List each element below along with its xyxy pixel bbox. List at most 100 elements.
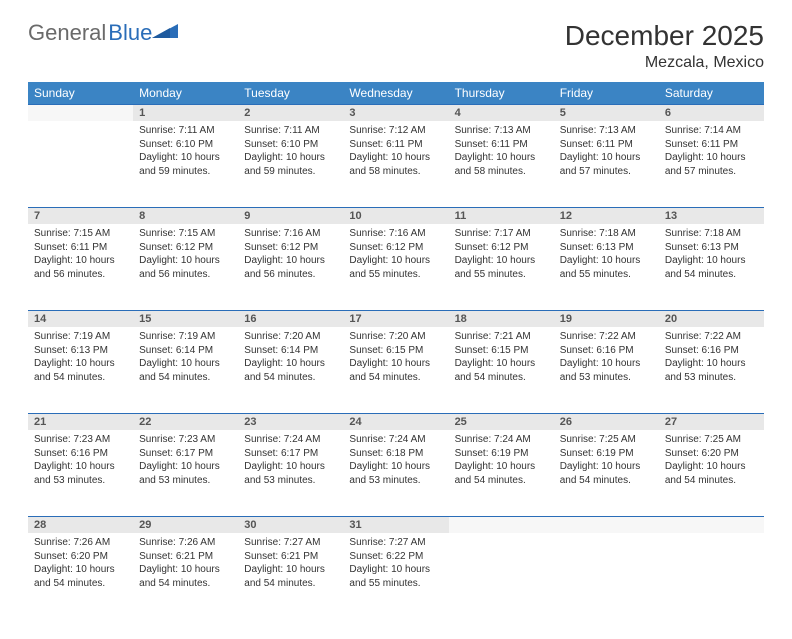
daynum-cell	[659, 516, 764, 533]
daynum-cell: 10	[343, 207, 448, 224]
day-line: Sunset: 6:11 PM	[455, 138, 548, 152]
day-line: Sunset: 6:12 PM	[455, 241, 548, 255]
day-line: Daylight: 10 hours	[349, 563, 442, 577]
day-details: Sunrise: 7:17 AMSunset: 6:12 PMDaylight:…	[449, 224, 554, 287]
day-line: Sunset: 6:16 PM	[665, 344, 758, 358]
day-line: Daylight: 10 hours	[455, 460, 548, 474]
day-line: Sunset: 6:13 PM	[560, 241, 653, 255]
day-line: Sunrise: 7:13 AM	[560, 124, 653, 138]
day-cell: Sunrise: 7:18 AMSunset: 6:13 PMDaylight:…	[659, 224, 764, 310]
daynum-cell: 22	[133, 413, 238, 430]
day-number: 11	[449, 207, 554, 224]
day-number	[28, 104, 133, 121]
day-line: Sunset: 6:13 PM	[665, 241, 758, 255]
day-line: Sunset: 6:11 PM	[560, 138, 653, 152]
day-cell: Sunrise: 7:15 AMSunset: 6:12 PMDaylight:…	[133, 224, 238, 310]
daynum-cell: 30	[238, 516, 343, 533]
daynum-cell: 19	[554, 310, 659, 327]
week-daynum-row: 14151617181920	[28, 310, 764, 327]
day-line: Daylight: 10 hours	[34, 563, 127, 577]
day-number: 23	[238, 413, 343, 430]
day-number: 6	[659, 104, 764, 121]
day-line: Sunrise: 7:11 AM	[139, 124, 232, 138]
calendar-table: SundayMondayTuesdayWednesdayThursdayFrid…	[28, 82, 764, 619]
location-label: Mezcala, Mexico	[565, 54, 764, 72]
weekday-header: Thursday	[449, 82, 554, 104]
day-line: Sunrise: 7:23 AM	[139, 433, 232, 447]
day-number: 20	[659, 310, 764, 327]
day-cell: Sunrise: 7:11 AMSunset: 6:10 PMDaylight:…	[133, 121, 238, 207]
daynum-cell: 31	[343, 516, 448, 533]
day-line: Sunset: 6:11 PM	[34, 241, 127, 255]
day-number: 14	[28, 310, 133, 327]
day-number: 24	[343, 413, 448, 430]
daynum-cell: 24	[343, 413, 448, 430]
daynum-cell: 9	[238, 207, 343, 224]
day-details: Sunrise: 7:27 AMSunset: 6:22 PMDaylight:…	[343, 533, 448, 596]
day-cell: Sunrise: 7:15 AMSunset: 6:11 PMDaylight:…	[28, 224, 133, 310]
week-daynum-row: 28293031	[28, 516, 764, 533]
day-line: Sunset: 6:19 PM	[560, 447, 653, 461]
day-details: Sunrise: 7:25 AMSunset: 6:20 PMDaylight:…	[659, 430, 764, 493]
day-line: Daylight: 10 hours	[349, 460, 442, 474]
day-line: and 56 minutes.	[139, 268, 232, 282]
day-line: and 58 minutes.	[455, 165, 548, 179]
logo-text-general: General	[28, 20, 106, 46]
day-details: Sunrise: 7:16 AMSunset: 6:12 PMDaylight:…	[343, 224, 448, 287]
day-cell: Sunrise: 7:22 AMSunset: 6:16 PMDaylight:…	[554, 327, 659, 413]
day-details: Sunrise: 7:18 AMSunset: 6:13 PMDaylight:…	[659, 224, 764, 287]
week-content-row: Sunrise: 7:11 AMSunset: 6:10 PMDaylight:…	[28, 121, 764, 207]
day-cell: Sunrise: 7:16 AMSunset: 6:12 PMDaylight:…	[238, 224, 343, 310]
daynum-cell: 2	[238, 104, 343, 121]
day-line: Sunrise: 7:27 AM	[349, 536, 442, 550]
day-line: Sunrise: 7:11 AM	[244, 124, 337, 138]
daynum-cell: 13	[659, 207, 764, 224]
day-line: Daylight: 10 hours	[560, 460, 653, 474]
day-line: and 56 minutes.	[34, 268, 127, 282]
day-number	[449, 516, 554, 533]
day-number: 21	[28, 413, 133, 430]
day-line: and 54 minutes.	[665, 268, 758, 282]
day-details: Sunrise: 7:15 AMSunset: 6:11 PMDaylight:…	[28, 224, 133, 287]
day-details: Sunrise: 7:14 AMSunset: 6:11 PMDaylight:…	[659, 121, 764, 184]
day-line: Sunset: 6:20 PM	[665, 447, 758, 461]
day-line: Daylight: 10 hours	[349, 151, 442, 165]
logo-text-blue: Blue	[108, 20, 152, 46]
day-line: Sunset: 6:16 PM	[560, 344, 653, 358]
daynum-cell: 14	[28, 310, 133, 327]
daynum-cell: 18	[449, 310, 554, 327]
day-cell: Sunrise: 7:23 AMSunset: 6:17 PMDaylight:…	[133, 430, 238, 516]
day-details: Sunrise: 7:25 AMSunset: 6:19 PMDaylight:…	[554, 430, 659, 493]
day-line: Sunset: 6:15 PM	[349, 344, 442, 358]
day-number: 29	[133, 516, 238, 533]
daynum-cell	[554, 516, 659, 533]
day-line: Sunrise: 7:20 AM	[244, 330, 337, 344]
day-line: and 53 minutes.	[349, 474, 442, 488]
day-line: and 54 minutes.	[139, 577, 232, 591]
day-details: Sunrise: 7:23 AMSunset: 6:16 PMDaylight:…	[28, 430, 133, 493]
day-cell: Sunrise: 7:26 AMSunset: 6:21 PMDaylight:…	[133, 533, 238, 619]
day-line: Daylight: 10 hours	[455, 254, 548, 268]
day-line: Daylight: 10 hours	[34, 357, 127, 371]
day-line: Sunset: 6:12 PM	[244, 241, 337, 255]
day-details: Sunrise: 7:20 AMSunset: 6:15 PMDaylight:…	[343, 327, 448, 390]
day-number: 27	[659, 413, 764, 430]
day-number: 18	[449, 310, 554, 327]
day-cell: Sunrise: 7:18 AMSunset: 6:13 PMDaylight:…	[554, 224, 659, 310]
day-cell: Sunrise: 7:13 AMSunset: 6:11 PMDaylight:…	[449, 121, 554, 207]
day-details: Sunrise: 7:19 AMSunset: 6:14 PMDaylight:…	[133, 327, 238, 390]
day-line: Daylight: 10 hours	[665, 357, 758, 371]
weekday-header: Sunday	[28, 82, 133, 104]
day-details: Sunrise: 7:12 AMSunset: 6:11 PMDaylight:…	[343, 121, 448, 184]
day-number: 12	[554, 207, 659, 224]
day-line: Daylight: 10 hours	[244, 460, 337, 474]
day-line: Sunset: 6:21 PM	[244, 550, 337, 564]
day-line: Sunrise: 7:25 AM	[665, 433, 758, 447]
day-line: and 53 minutes.	[560, 371, 653, 385]
day-line: Daylight: 10 hours	[139, 151, 232, 165]
day-line: and 59 minutes.	[244, 165, 337, 179]
title-block: December 2025 Mezcala, Mexico	[565, 20, 764, 72]
day-line: Sunset: 6:12 PM	[139, 241, 232, 255]
day-details: Sunrise: 7:24 AMSunset: 6:18 PMDaylight:…	[343, 430, 448, 493]
day-line: Sunrise: 7:17 AM	[455, 227, 548, 241]
